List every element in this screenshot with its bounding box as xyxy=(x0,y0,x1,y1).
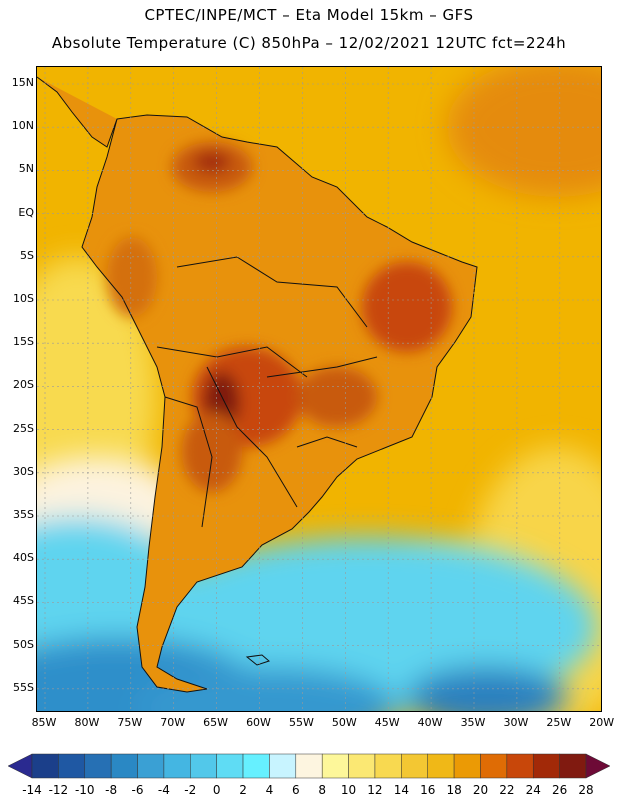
colorbar-tick-label: -8 xyxy=(105,783,118,797)
colorbar-swatch xyxy=(401,753,428,779)
colorbar-swatch xyxy=(269,753,297,779)
lat-label: 45S xyxy=(13,594,34,608)
colorbar-swatch xyxy=(506,753,534,779)
lat-label: 30S xyxy=(13,464,34,478)
central-america-outline xyxy=(37,76,118,148)
colorbar xyxy=(8,753,610,779)
continent-heat xyxy=(107,142,452,492)
colorbar-tick-label: -14 xyxy=(22,783,42,797)
lon-label: 60W xyxy=(246,716,271,729)
colorbar-swatch xyxy=(137,753,165,779)
lon-label: 75W xyxy=(117,716,143,729)
lat-label: EQ xyxy=(18,205,34,219)
lon-label: 50W xyxy=(331,716,357,729)
map-canvas xyxy=(37,67,601,711)
colorbar-swatch xyxy=(453,753,481,779)
colorbar-tick-label: 2 xyxy=(239,783,247,797)
lon-label: 20W xyxy=(589,716,615,729)
lat-label: 15S xyxy=(13,335,34,349)
colorbar-tick-label: 16 xyxy=(420,783,436,797)
lat-label: 10N xyxy=(11,119,34,133)
colorbar-tick-label: -12 xyxy=(48,783,69,797)
map-title-line-1: CPTEC/INPE/MCT – Eta Model 15km – GFS xyxy=(144,6,474,24)
lon-label: 80W xyxy=(74,716,100,729)
lat-label: 25S xyxy=(13,421,34,435)
lon-label: 55W xyxy=(288,716,314,729)
colorbar-tick-label: 28 xyxy=(578,783,594,797)
lat-label: 10S xyxy=(13,292,34,305)
colorbar-tick-label: 26 xyxy=(551,783,568,797)
colorbar-swatch xyxy=(559,753,587,779)
colorbar-swatch xyxy=(163,753,191,779)
colorbar-tick-label: -6 xyxy=(131,783,144,797)
colorbar-under-arrow xyxy=(8,753,33,779)
map-title-line-2: Absolute Temperature (C) 850hPa – 12/02/… xyxy=(51,34,567,52)
colorbar-over-arrow xyxy=(585,753,610,779)
lon-label: 85W xyxy=(31,716,57,729)
lat-label: 5S xyxy=(20,248,34,262)
colorbar-tick-label: 14 xyxy=(393,783,409,797)
country-borders xyxy=(81,114,478,693)
colorbar-tick-label: 6 xyxy=(291,783,300,797)
colorbar-swatch xyxy=(216,753,244,779)
colorbar-swatch xyxy=(84,753,112,779)
colorbar-tick-label: 4 xyxy=(265,783,274,797)
colorbar-tick-label: -10 xyxy=(74,783,95,797)
colorbar-swatch xyxy=(532,753,560,779)
colorbar-tick-label: -2 xyxy=(184,783,197,797)
lon-label: 25W xyxy=(546,716,572,729)
colorbar-tick-label: 18 xyxy=(446,783,462,797)
colorbar-tick-label: 20 xyxy=(472,783,489,797)
colorbar-tick-label: 0 xyxy=(212,783,221,797)
colorbar-swatch xyxy=(480,753,508,779)
lat-label: 55S xyxy=(13,680,34,694)
colorbar-swatch xyxy=(374,753,402,779)
colorbar-swatch xyxy=(242,753,270,779)
lon-label: 40W xyxy=(417,716,443,729)
lon-label: 70W xyxy=(160,716,186,729)
lon-label: 45W xyxy=(374,716,400,729)
colorbar-swatch xyxy=(321,753,349,779)
colorbar-swatch xyxy=(58,753,86,779)
lon-label: 30W xyxy=(503,716,529,729)
temperature-map[interactable] xyxy=(36,66,602,712)
lat-label: 5N xyxy=(18,162,34,176)
colorbar-tick-label: 10 xyxy=(340,783,357,797)
lat-label: 35S xyxy=(13,508,34,521)
colorbar-tick-label: 22 xyxy=(499,783,515,797)
colorbar-swatch xyxy=(110,753,138,779)
lat-label: 40S xyxy=(13,551,34,565)
colorbar-swatch xyxy=(31,753,59,779)
colorbar-tick-label: 24 xyxy=(525,783,541,797)
colorbar-tick-label: 12 xyxy=(367,783,383,797)
lon-label: 35W xyxy=(460,716,486,729)
colorbar-swatch xyxy=(348,753,376,779)
map-gridlines xyxy=(37,67,601,711)
colorbar-swatch xyxy=(190,753,217,779)
colorbar-swatch xyxy=(295,753,323,779)
colorbar-swatch xyxy=(427,753,455,779)
falklands-outline xyxy=(245,654,270,666)
lat-label: 20S xyxy=(13,378,34,392)
colorbar-tick-label: -4 xyxy=(157,783,170,797)
lat-label: 50S xyxy=(13,637,34,651)
colorbar-tick-label: 8 xyxy=(318,783,326,797)
lat-label: 15N xyxy=(11,76,34,89)
lon-label: 65W xyxy=(203,716,229,729)
